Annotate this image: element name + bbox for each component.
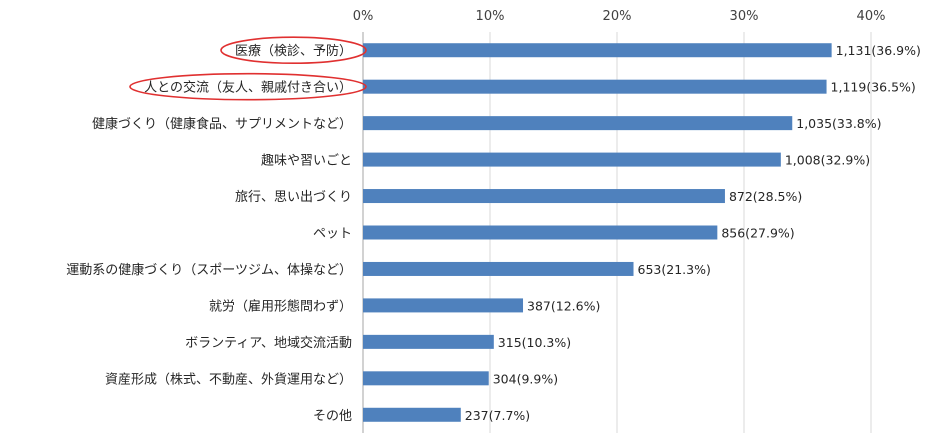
x-tick-label: 0% bbox=[353, 9, 374, 24]
data-label: 304(9.9%) bbox=[493, 371, 558, 386]
x-axis-ticks: 0% 10% 20% 30% 40% bbox=[353, 9, 886, 24]
data-label: 653(21.3%) bbox=[638, 262, 711, 277]
category-label: ペット bbox=[313, 227, 352, 242]
bar bbox=[363, 261, 634, 276]
highlight-ellipses bbox=[129, 36, 367, 101]
category-label: 運動系の健康づくり（スポーツジム、体操など） bbox=[66, 262, 352, 278]
data-label: 1,119(36.5%) bbox=[831, 80, 916, 95]
bars bbox=[363, 43, 832, 422]
highlight-ellipse bbox=[220, 36, 367, 65]
category-label: 旅行、思い出づくり bbox=[235, 190, 352, 205]
bar bbox=[363, 152, 781, 167]
bar bbox=[363, 334, 494, 349]
category-label: 趣味や習いごと bbox=[261, 153, 352, 169]
x-tick-label: 10% bbox=[476, 9, 505, 24]
x-tick-label: 30% bbox=[730, 9, 759, 24]
bar bbox=[363, 407, 461, 422]
bar bbox=[363, 79, 827, 94]
data-label: 1,131(36.9%) bbox=[836, 43, 921, 58]
data-label: 315(10.3%) bbox=[498, 335, 571, 350]
x-tick-label: 40% bbox=[857, 9, 886, 24]
bar bbox=[363, 225, 718, 240]
bar bbox=[363, 371, 489, 386]
data-label: 1,035(33.8%) bbox=[796, 116, 881, 131]
data-labels: 1,131(36.9%) 1,119(36.5%) 1,035(33.8%) 1,00… bbox=[465, 43, 921, 423]
data-label: 872(28.5%) bbox=[729, 189, 802, 204]
x-tick-label: 20% bbox=[603, 9, 632, 24]
bar bbox=[363, 116, 793, 131]
category-label: 資産形成（株式、不動産、外貨運用など） bbox=[105, 371, 352, 387]
category-label: その他 bbox=[313, 409, 352, 424]
bar bbox=[363, 298, 524, 313]
highlight-ellipse bbox=[129, 72, 367, 101]
data-label: 237(7.7%) bbox=[465, 408, 530, 423]
data-label: 1,008(32.9%) bbox=[785, 153, 870, 168]
category-label: 就労（雇用形態問わず） bbox=[209, 298, 352, 314]
bar bbox=[363, 189, 725, 204]
category-label: 人との交流（友人、親戚付き合い） bbox=[144, 80, 352, 96]
data-label: 387(12.6%) bbox=[527, 298, 600, 313]
bar bbox=[363, 43, 832, 58]
category-label: 医療（検診、予防） bbox=[235, 43, 352, 59]
data-label: 856(27.9%) bbox=[721, 226, 794, 241]
category-label: ボランティア、地域交流活動 bbox=[185, 335, 352, 351]
category-label: 健康づくり（健康食品、サプリメントなど） bbox=[92, 116, 352, 132]
category-labels: 医療（検診、予防） 人との交流（友人、親戚付き合い） 健康づくり（健康食品、サプリメ… bbox=[66, 43, 352, 424]
